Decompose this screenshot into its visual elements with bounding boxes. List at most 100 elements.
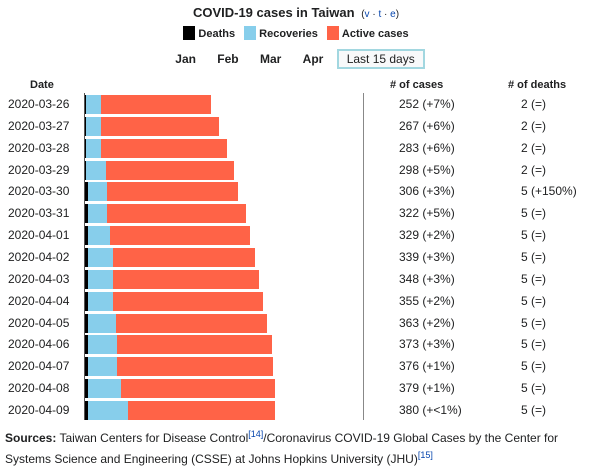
bar-recoveries	[86, 116, 101, 136]
table-row: 2020-04-09 380 (+<1%) 5 (=)	[0, 399, 592, 421]
bar-recoveries	[87, 247, 113, 267]
tab-apr[interactable]: Apr	[302, 52, 324, 66]
row-deaths: 5 (=)	[521, 402, 547, 417]
row-cases: 298 (+5%)	[399, 162, 455, 177]
bar-recoveries	[87, 313, 116, 333]
bar-deaths	[85, 357, 88, 377]
row-date: 2020-04-02	[8, 249, 70, 264]
bar-deaths	[85, 335, 88, 355]
edit-template-link[interactable]: e	[390, 9, 396, 20]
bar-deaths	[85, 313, 88, 333]
row-deaths: 5 (=)	[521, 293, 547, 308]
bar-active	[127, 400, 275, 420]
sources-text-1: Taiwan Centers for Disease Control	[59, 431, 249, 445]
row-deaths: 2 (=)	[521, 162, 547, 177]
bar-active	[112, 247, 255, 267]
column-header-date: Date	[30, 79, 54, 91]
row-deaths: 5 (=)	[521, 206, 547, 221]
bar-active	[116, 335, 272, 355]
vte-separator-2: ·	[384, 9, 388, 20]
legend-item-deaths: Deaths	[183, 26, 235, 40]
reference-15-link[interactable]: [15]	[417, 450, 433, 460]
row-date: 2020-04-05	[8, 315, 70, 330]
row-deaths: 2 (=)	[521, 140, 547, 155]
bar-active	[116, 313, 267, 333]
bar-active	[107, 204, 246, 224]
row-date: 2020-04-09	[8, 402, 70, 417]
row-date: 2020-03-28	[8, 140, 70, 155]
row-date: 2020-03-29	[8, 162, 70, 177]
bar-recoveries	[87, 182, 107, 202]
tab-mar[interactable]: Mar	[259, 52, 282, 66]
sources-text-2: /Coronavirus COVID-19 Global Cases by th…	[5, 431, 559, 466]
row-deaths: 5 (=)	[521, 315, 547, 330]
bar-active	[101, 138, 227, 158]
bar-active	[120, 379, 275, 399]
bar-active	[112, 291, 263, 311]
legend-swatch-recoveries	[244, 26, 257, 40]
bar-active	[110, 226, 250, 246]
bar-active	[105, 160, 234, 180]
row-cases: 355 (+2%)	[399, 293, 455, 308]
bar-recoveries	[87, 226, 110, 246]
legend-item-active: Active cases	[326, 26, 409, 40]
bar-deaths	[85, 95, 86, 114]
row-date: 2020-03-30	[8, 184, 70, 199]
period-tabs: Jan Feb Mar Apr Last 15 days	[0, 49, 592, 69]
legend-item-recoveries: Recoveries	[244, 26, 318, 40]
bar-deaths	[85, 116, 86, 136]
row-date: 2020-04-06	[8, 337, 70, 352]
legend-label-deaths: Deaths	[198, 28, 236, 40]
reference-14-link[interactable]: [14]	[248, 429, 264, 439]
row-date: 2020-03-26	[8, 97, 70, 111]
bar-deaths	[85, 204, 88, 224]
row-cases: 329 (+2%)	[399, 228, 455, 243]
bar-recoveries	[86, 138, 101, 158]
bar-deaths	[85, 138, 86, 158]
bar-active	[101, 116, 219, 136]
view-template-link[interactable]: v	[364, 9, 370, 20]
bar-recoveries	[86, 95, 101, 114]
table-row: 2020-03-26 252 (+7%) 2 (=)	[0, 93, 592, 115]
row-cases: 348 (+3%)	[399, 271, 455, 286]
row-deaths: 5 (=)	[521, 271, 547, 286]
bar-recoveries	[86, 160, 106, 180]
row-deaths: 5 (=)	[521, 249, 547, 264]
row-cases: 373 (+3%)	[399, 337, 455, 352]
sources-label: Sources:	[5, 431, 57, 445]
row-deaths: 5 (=)	[521, 337, 547, 352]
row-date: 2020-03-31	[8, 206, 70, 221]
table-row: 2020-04-02 339 (+3%) 5 (=)	[0, 246, 592, 268]
legend-swatch-deaths	[183, 26, 196, 40]
row-cases: 339 (+3%)	[399, 249, 455, 264]
vte-links: (v · t · e)	[361, 9, 400, 20]
table-row: 2020-04-03 348 (+3%) 5 (=)	[0, 268, 592, 290]
row-cases: 252 (+7%)	[399, 97, 455, 111]
row-cases: 267 (+6%)	[399, 118, 455, 133]
row-cases: 379 (+1%)	[399, 381, 455, 396]
tab-feb[interactable]: Feb	[217, 52, 239, 66]
column-separator	[363, 93, 364, 420]
row-cases: 363 (+2%)	[399, 315, 455, 330]
tab-last-15-days[interactable]: Last 15 days	[336, 49, 425, 69]
row-date: 2020-03-27	[8, 118, 70, 133]
row-date: 2020-04-01	[8, 228, 70, 243]
legend-swatch-active	[326, 26, 339, 40]
bar-recoveries	[87, 269, 113, 289]
legend-label-active: Active cases	[341, 28, 409, 40]
chart-title-bar: COVID-19 cases in Taiwan (v · t · e)	[0, 5, 592, 20]
tab-jan[interactable]: Jan	[175, 52, 196, 66]
sources-note: Sources: Taiwan Centers for Disease Cont…	[5, 426, 587, 468]
table-row: 2020-03-31 322 (+5%) 5 (=)	[0, 202, 592, 224]
table-row: 2020-03-27 267 (+6%) 2 (=)	[0, 115, 592, 137]
legend: Deaths Recoveries Active cases	[0, 26, 592, 40]
bar-deaths	[85, 182, 88, 202]
table-row: 2020-04-01 329 (+2%) 5 (=)	[0, 224, 592, 246]
row-cases: 376 (+1%)	[399, 359, 455, 374]
table-row: 2020-03-30 306 (+3%) 5 (+150%)	[0, 180, 592, 202]
row-date: 2020-04-08	[8, 381, 70, 396]
row-deaths: 2 (=)	[521, 118, 547, 133]
vte-separator-1: ·	[372, 9, 376, 20]
table-row: 2020-03-29 298 (+5%) 2 (=)	[0, 159, 592, 181]
talk-template-link[interactable]: t	[378, 9, 382, 20]
